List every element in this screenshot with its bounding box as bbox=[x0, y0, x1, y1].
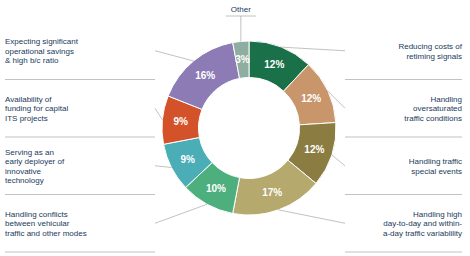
data-label: 9% bbox=[181, 154, 196, 165]
connector bbox=[281, 47, 345, 51]
connector bbox=[155, 51, 194, 61]
wedge bbox=[233, 41, 249, 78]
connector bbox=[155, 108, 162, 120]
data-label: 3% bbox=[235, 54, 250, 65]
data-label: 12% bbox=[264, 59, 284, 70]
category-label: Serving as anearly deployer ofinnovative… bbox=[5, 148, 65, 186]
data-label: 10% bbox=[206, 183, 226, 194]
category-label: Handling trafficspecial events bbox=[409, 157, 462, 176]
category-label: Availability offunding for capitalITS pr… bbox=[5, 95, 68, 123]
category-label: Reducing costs ofretiming signals bbox=[398, 42, 462, 61]
separator bbox=[5, 137, 155, 138]
chart-container: 12% 12% 12% 17% 10% 9% 9% 16% 3% Reducing costs o… bbox=[0, 0, 470, 256]
separator bbox=[345, 252, 462, 253]
separator bbox=[345, 79, 462, 80]
separator bbox=[345, 194, 462, 195]
connector bbox=[278, 210, 345, 223]
wedge bbox=[284, 65, 336, 125]
wedge bbox=[164, 137, 213, 187]
data-label: 17% bbox=[262, 187, 282, 198]
connector bbox=[155, 204, 207, 223]
wedge bbox=[233, 160, 316, 215]
chart: 12% 12% 12% 17% 10% 9% 9% 16% 3% Reducing costs o… bbox=[0, 0, 470, 256]
labels: 12% 12% 12% 17% 10% 9% 9% 16% 3% Reducing costs o… bbox=[5, 5, 463, 252]
connector bbox=[155, 166, 171, 168]
separator bbox=[5, 194, 155, 195]
category-label: Expecting significantoperational savings… bbox=[5, 37, 79, 65]
separator bbox=[345, 137, 462, 138]
connector bbox=[240, 16, 241, 41]
category-label: Handling conflictsbetween vehiculartraff… bbox=[5, 210, 87, 238]
data-label: 9% bbox=[173, 116, 188, 127]
separator bbox=[5, 79, 155, 80]
data-label: 12% bbox=[304, 144, 324, 155]
connector bbox=[328, 91, 345, 108]
data-label: 12% bbox=[301, 93, 321, 104]
connector bbox=[332, 155, 345, 166]
separator bbox=[5, 252, 155, 253]
category-label: Handling highday-to-day and within-a-day… bbox=[383, 210, 462, 238]
category-label: Handlingoversaturatedtraffic conditions bbox=[404, 95, 462, 123]
data-label: 16% bbox=[195, 70, 215, 81]
wedge bbox=[168, 43, 239, 110]
category-label: Other bbox=[231, 5, 251, 14]
wedges bbox=[162, 41, 336, 215]
